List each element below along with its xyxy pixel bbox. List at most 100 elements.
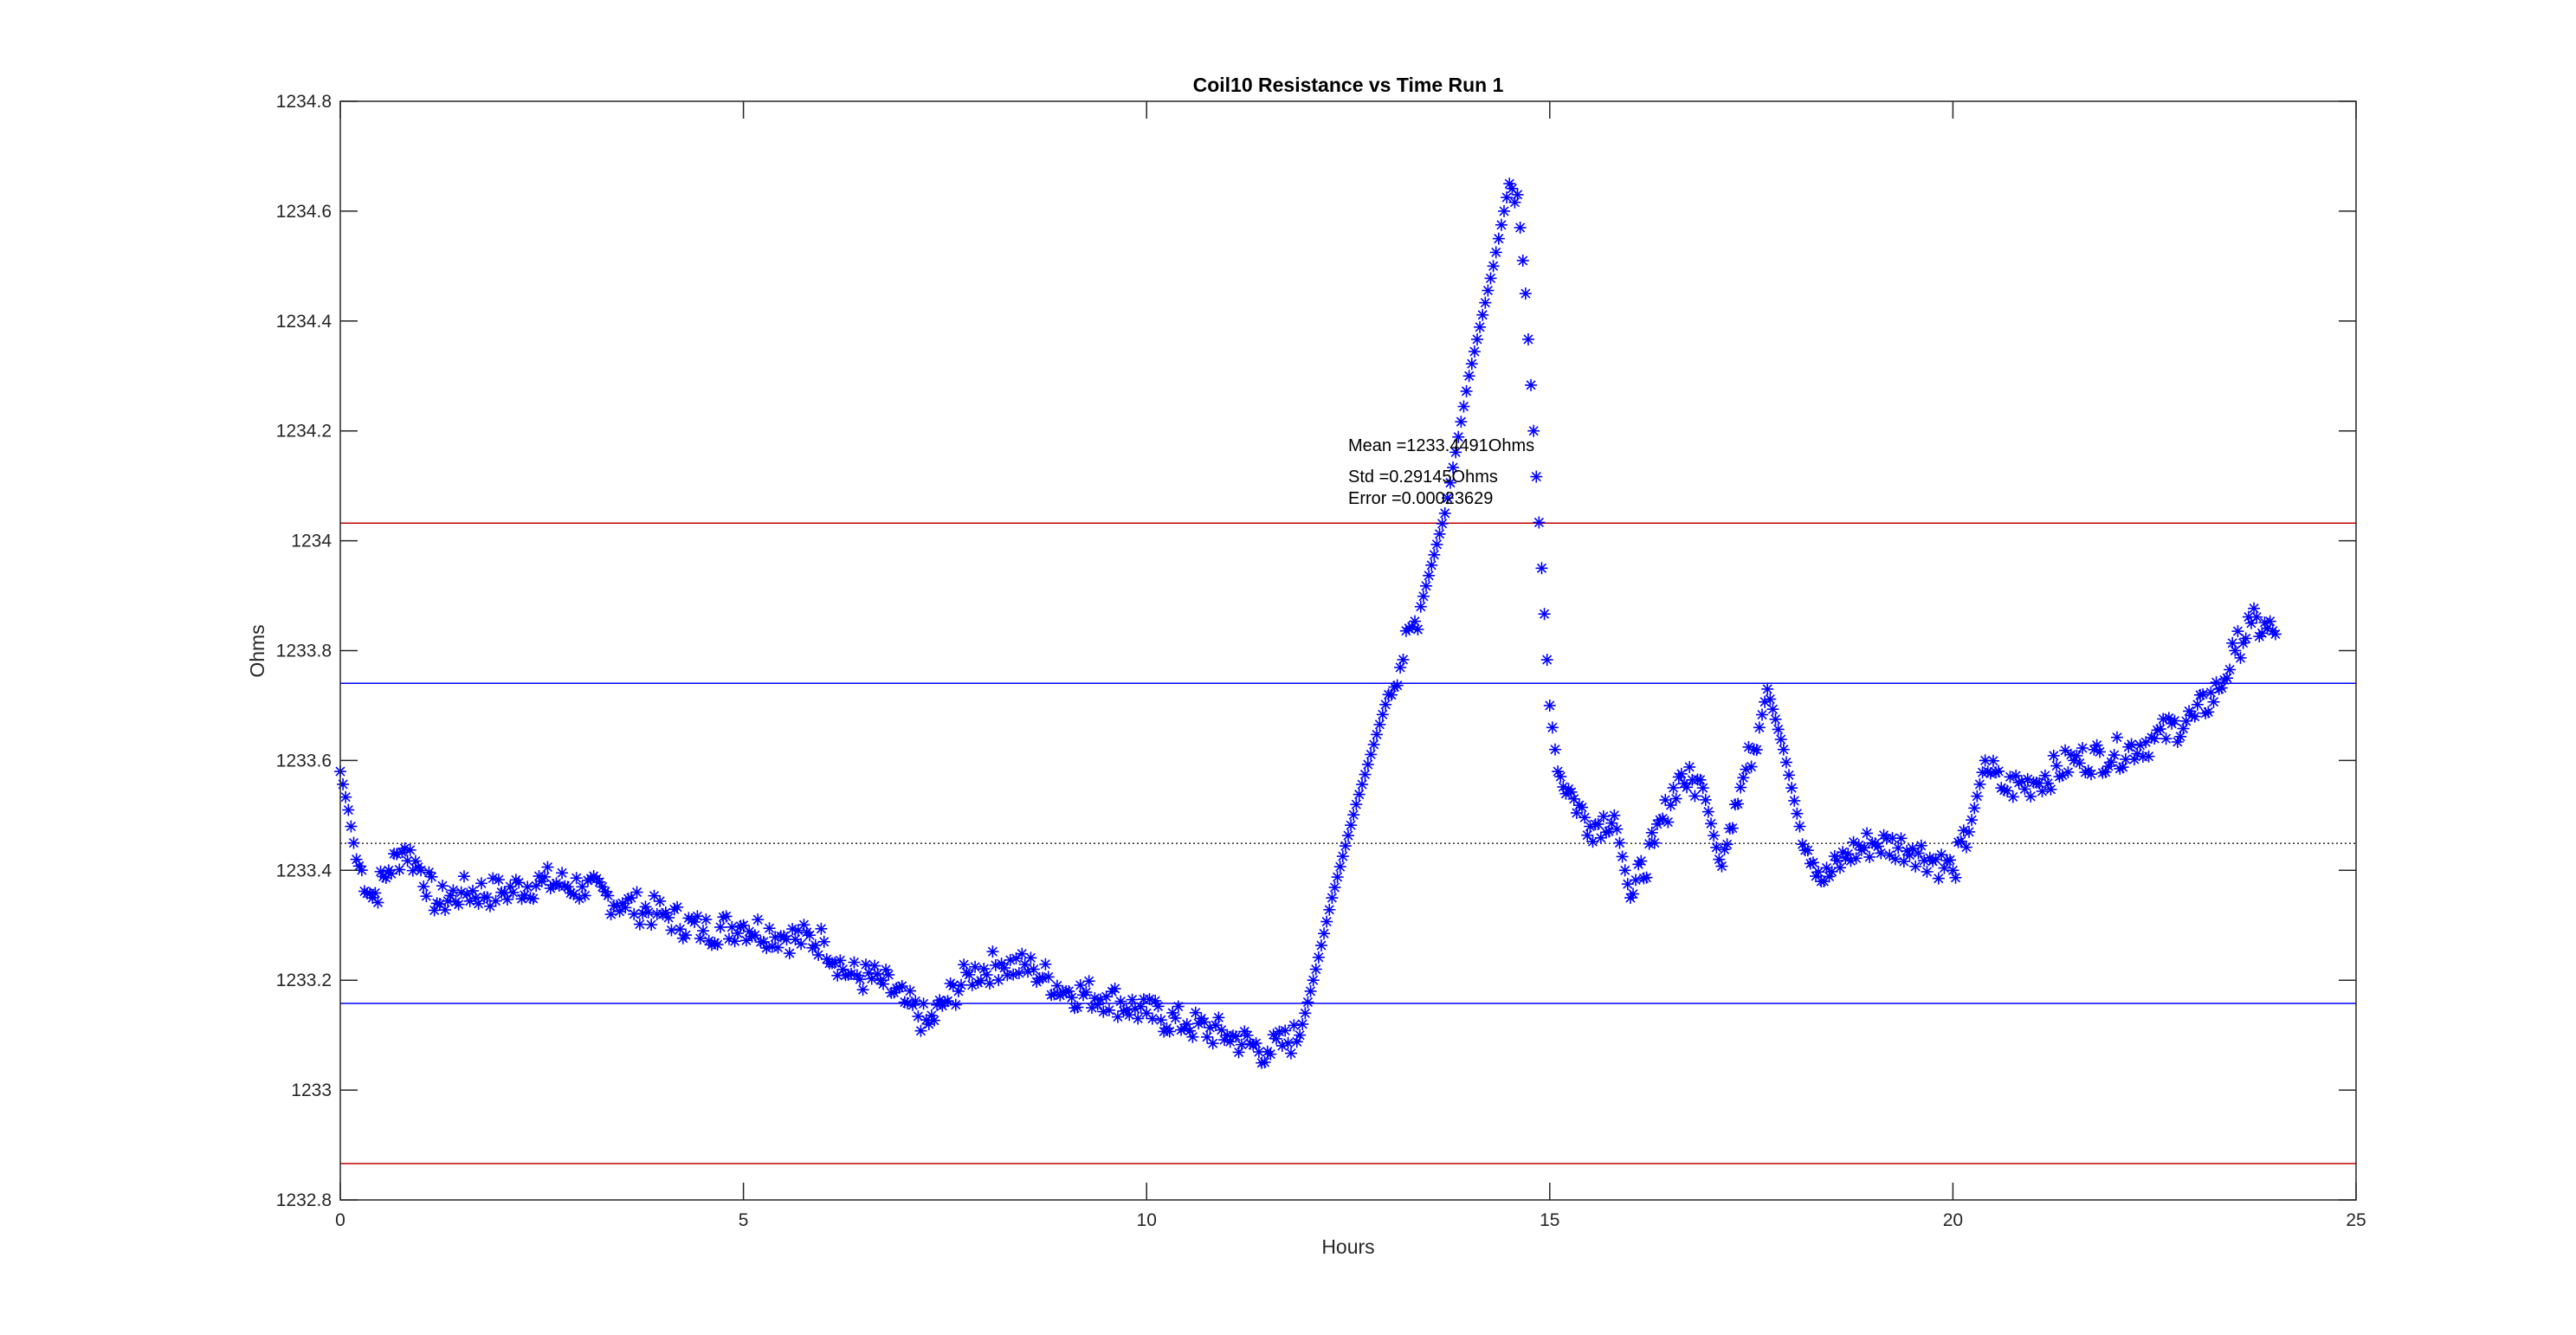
data-point [874, 974, 887, 987]
data-point [1753, 721, 1766, 734]
data-point-fill [1443, 476, 1456, 489]
data-point-fill [602, 889, 615, 902]
data-point [1793, 820, 1806, 833]
data-point-fill [2191, 698, 2204, 711]
data-point-fill [1318, 927, 1331, 940]
data-point-fill [1769, 713, 1782, 726]
data-point-fill [1914, 839, 1927, 852]
data-point-fill [1379, 698, 1392, 711]
data-point-fill [752, 913, 765, 926]
data-point [1519, 287, 1532, 300]
data-point-fill [1538, 608, 1551, 621]
data-point-fill [713, 920, 726, 933]
data-point-fill [1288, 1019, 1301, 1032]
data-point-fill [1328, 881, 1341, 894]
data-point-fill [1163, 1025, 1176, 1038]
data-point-fill [2050, 759, 2063, 772]
data-point-fill [2221, 672, 2234, 685]
data-point-fill [526, 892, 539, 905]
data-point-fill [992, 974, 1005, 987]
x-tick-label: 15 [1540, 1210, 1559, 1230]
data-point-fill [812, 948, 825, 961]
data-point [1438, 506, 1451, 519]
data-point-fill [1336, 850, 1349, 863]
data-point-fill [1772, 723, 1785, 736]
data-point-fill [1457, 400, 1470, 413]
data-point-fill [1791, 807, 1804, 820]
data-point-fill [1235, 1038, 1248, 1051]
data-point-fill [1525, 378, 1538, 391]
data-point-fill [1489, 246, 1502, 259]
data-point [963, 968, 976, 981]
data-point-fill [1241, 1029, 1254, 1042]
data-point-fill [1745, 760, 1758, 773]
data-point [1140, 1007, 1153, 1020]
data-point-fill [1230, 1030, 1243, 1043]
data-point-fill [1433, 527, 1446, 540]
data-point-fill [630, 886, 643, 899]
data-point [1180, 1017, 1193, 1030]
data-point-fill [1359, 768, 1372, 781]
data-point-fill [1331, 871, 1344, 884]
y-tick-label: 1232.8 [276, 1190, 332, 1210]
data-point-fill [1154, 1014, 1167, 1027]
data-point-fill [1664, 799, 1677, 812]
data-point [939, 996, 952, 1009]
data-point [1535, 562, 1548, 575]
data-point-fill [1883, 848, 1896, 861]
data-point [1100, 990, 1113, 1003]
data-point-fill [1756, 708, 1769, 721]
data-point-fill [1484, 272, 1497, 285]
data-point-fill [895, 979, 908, 992]
data-point [1624, 892, 1637, 905]
data-point-fill [645, 919, 658, 932]
data-point-fill [688, 915, 701, 928]
data-point-fill [700, 913, 713, 926]
data-point-fill [1482, 284, 1495, 297]
data-point [1487, 260, 1500, 273]
data-point-fill [1801, 844, 1814, 857]
data-point [1979, 754, 1992, 767]
data-point-fill [1971, 790, 1984, 803]
data-point [2148, 732, 2161, 745]
data-point-fill [1071, 1001, 1084, 1014]
data-point-fill [859, 958, 872, 971]
data-point [1414, 600, 1427, 613]
data-point-fill [1932, 872, 1945, 885]
data-point-fill [1282, 1036, 1294, 1049]
data-point-fill [772, 941, 784, 954]
data-point-fill [654, 894, 667, 907]
data-point-fill [513, 876, 526, 889]
data-point-fill [804, 929, 817, 942]
data-point-fill [492, 874, 505, 887]
data-point-fill [1186, 1030, 1199, 1043]
data-point-fill [1764, 693, 1777, 706]
data-point-fill [1391, 679, 1404, 692]
data-point-fill [487, 872, 500, 885]
data-point-fill [1516, 255, 1529, 268]
annotation-error: Error =0.00023629 [1348, 489, 1493, 508]
data-point [1462, 370, 1475, 383]
data-point-fill [1342, 829, 1354, 842]
data-point-fill [578, 889, 591, 902]
data-point [1817, 874, 1830, 887]
data-point-fill [760, 942, 773, 955]
data-point-fill [783, 947, 796, 960]
data-point-fill [1016, 947, 1029, 960]
data-point-fill [1734, 781, 1747, 794]
data-point-fill [1024, 951, 1037, 964]
data-point [1728, 798, 1741, 811]
data-point-fill [1788, 794, 1801, 807]
data-point [576, 880, 589, 893]
data-point-fill [2202, 706, 2215, 719]
data-point [1382, 688, 1395, 701]
data-point-fill [1530, 470, 1543, 483]
data-point-fill [1708, 829, 1721, 842]
data-point-fill [1806, 856, 1819, 869]
data-point [842, 968, 855, 981]
data-point-fill [475, 877, 487, 890]
data-point [1527, 424, 1540, 437]
data-point-fill [1050, 979, 1063, 992]
data-point-fill [1441, 492, 1454, 505]
